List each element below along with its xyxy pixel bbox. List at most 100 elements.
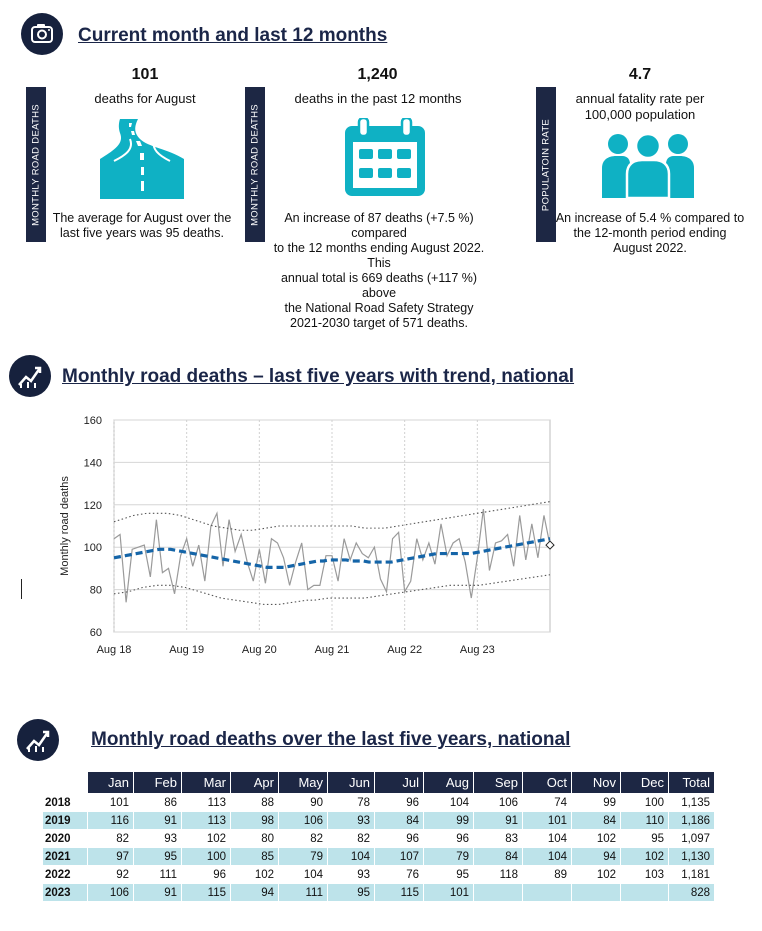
- table-cell: 82: [327, 829, 375, 848]
- x-tick-label: Aug 21: [315, 644, 350, 656]
- table-cell: 91: [133, 811, 182, 830]
- table-cell: 106: [473, 793, 523, 812]
- table-cell: 95: [620, 829, 669, 848]
- row-year: 2018: [42, 793, 88, 812]
- table-cell: 86: [133, 793, 182, 812]
- table-cell: 83: [473, 829, 523, 848]
- table-cell: 84: [571, 811, 621, 830]
- table-header: Oct: [522, 771, 572, 794]
- x-tick-label: Aug 22: [387, 644, 422, 656]
- table-cell: 93: [327, 865, 375, 884]
- table-cell: 107: [374, 847, 424, 866]
- table-cell: [571, 883, 621, 902]
- section1-title: Current month and last 12 months: [78, 25, 388, 46]
- table-header: Mar: [181, 771, 231, 794]
- card3-description: An increase of 5.4 % compared to the 12-m…: [555, 211, 745, 255]
- row-year: 2022: [42, 865, 88, 884]
- deaths-table: Jan Feb Mar Apr May Jun Jul Aug Sep Oct …: [42, 771, 715, 902]
- table-cell: 104: [278, 865, 328, 884]
- section3-title: Monthly road deaths over the last five y…: [91, 729, 571, 750]
- card1-label: deaths for August: [94, 91, 196, 106]
- table-cell: 102: [571, 865, 621, 884]
- table-header: Jun: [327, 771, 375, 794]
- table-cell: 115: [181, 883, 231, 902]
- table-cell: 84: [473, 847, 523, 866]
- card3-label: annual fatality rate per 100,000 populati…: [575, 91, 705, 122]
- section2-title: Monthly road deaths – last five years wi…: [62, 366, 575, 387]
- y-tick-label: 140: [84, 457, 102, 469]
- row-year: 2020: [42, 829, 88, 848]
- table-cell: 80: [230, 829, 279, 848]
- table-cell: 106: [87, 883, 134, 902]
- road-icon: [100, 119, 184, 199]
- table-row: 2023 106 91 115 94 111 95 115 101 828: [42, 883, 715, 902]
- card3-value: 4.7: [628, 66, 652, 83]
- table-header: Jul: [374, 771, 424, 794]
- table-cell: 96: [374, 793, 424, 812]
- camera-section-icon: [21, 13, 63, 55]
- table-cell: 101: [522, 811, 572, 830]
- table-header: May: [278, 771, 328, 794]
- y-tick-label: 160: [84, 415, 102, 427]
- table-row: 2018 101 86 113 88 90 78 96 104 106 74 99 100 1,135: [42, 793, 715, 812]
- table-cell: 113: [181, 793, 231, 812]
- table-cell: 92: [87, 865, 134, 884]
- y-tick-label: 60: [90, 627, 102, 639]
- table-header: Dec: [620, 771, 669, 794]
- table-cell: 100: [620, 793, 669, 812]
- table-cell: 89: [522, 865, 572, 884]
- table-header: Aug: [423, 771, 474, 794]
- table-cell: 82: [278, 829, 328, 848]
- table-cell: [473, 883, 523, 902]
- table-row: 2019 116 91 113 98 106 93 84 99 91 101 84 110 1,186: [42, 811, 715, 830]
- table-cell: 102: [620, 847, 669, 866]
- table-header: Jan: [87, 771, 134, 794]
- table-cell: 96: [374, 829, 424, 848]
- table-header: Nov: [571, 771, 621, 794]
- table-cell: 96: [181, 865, 231, 884]
- trend-section3-icon: [17, 719, 59, 761]
- table-cell: 101: [423, 883, 474, 902]
- table-cell: 76: [374, 865, 424, 884]
- table-cell: 104: [327, 847, 375, 866]
- people-icon: [602, 132, 694, 198]
- table-cell: 101: [87, 793, 134, 812]
- table-cell: 1,181: [668, 865, 715, 884]
- card1-value: 101: [131, 66, 159, 83]
- table-cell: 1,186: [668, 811, 715, 830]
- table-cell: [620, 883, 669, 902]
- x-tick-label: Aug 23: [460, 644, 495, 656]
- y-tick-label: 120: [84, 500, 102, 512]
- table-cell: 102: [571, 829, 621, 848]
- x-tick-label: Aug 20: [242, 644, 277, 656]
- table-cell: 99: [423, 811, 474, 830]
- table-header-row: Jan Feb Mar Apr May Jun Jul Aug Sep Oct …: [42, 771, 715, 794]
- table-cell: 104: [522, 829, 572, 848]
- y-tick-label: 100: [84, 542, 102, 554]
- table-cell: [522, 883, 572, 902]
- chart-cursor-mark: [21, 579, 22, 599]
- table-header: Apr: [230, 771, 279, 794]
- series-monthly-deaths: [113, 508, 551, 603]
- row-year: 2021: [42, 847, 88, 866]
- line-chart: 60 80 100 120 140 160 Aug 18 Aug 19 Aug 20 Aug 21…: [59, 415, 555, 656]
- table-cell: 94: [571, 847, 621, 866]
- row-year: 2019: [42, 811, 88, 830]
- table-cell: 95: [423, 865, 474, 884]
- table-cell: 110: [620, 811, 669, 830]
- table-cell: 88: [230, 793, 279, 812]
- table-cell: 99: [571, 793, 621, 812]
- table-cell: 828: [668, 883, 715, 902]
- table-cell: 118: [473, 865, 523, 884]
- x-tick-label: Aug 19: [169, 644, 204, 656]
- table-cell: 102: [230, 865, 279, 884]
- table-cell: 91: [133, 883, 182, 902]
- table-row: 2021 97 95 100 85 79 104 107 79 84 104 94 102 1,130: [42, 847, 715, 866]
- table-cell: 106: [278, 811, 328, 830]
- year-header: [42, 771, 88, 794]
- table-cell: 102: [181, 829, 231, 848]
- table-cell: 104: [522, 847, 572, 866]
- table-cell: 111: [278, 883, 328, 902]
- table-header: Feb: [133, 771, 182, 794]
- table-cell: 90: [278, 793, 328, 812]
